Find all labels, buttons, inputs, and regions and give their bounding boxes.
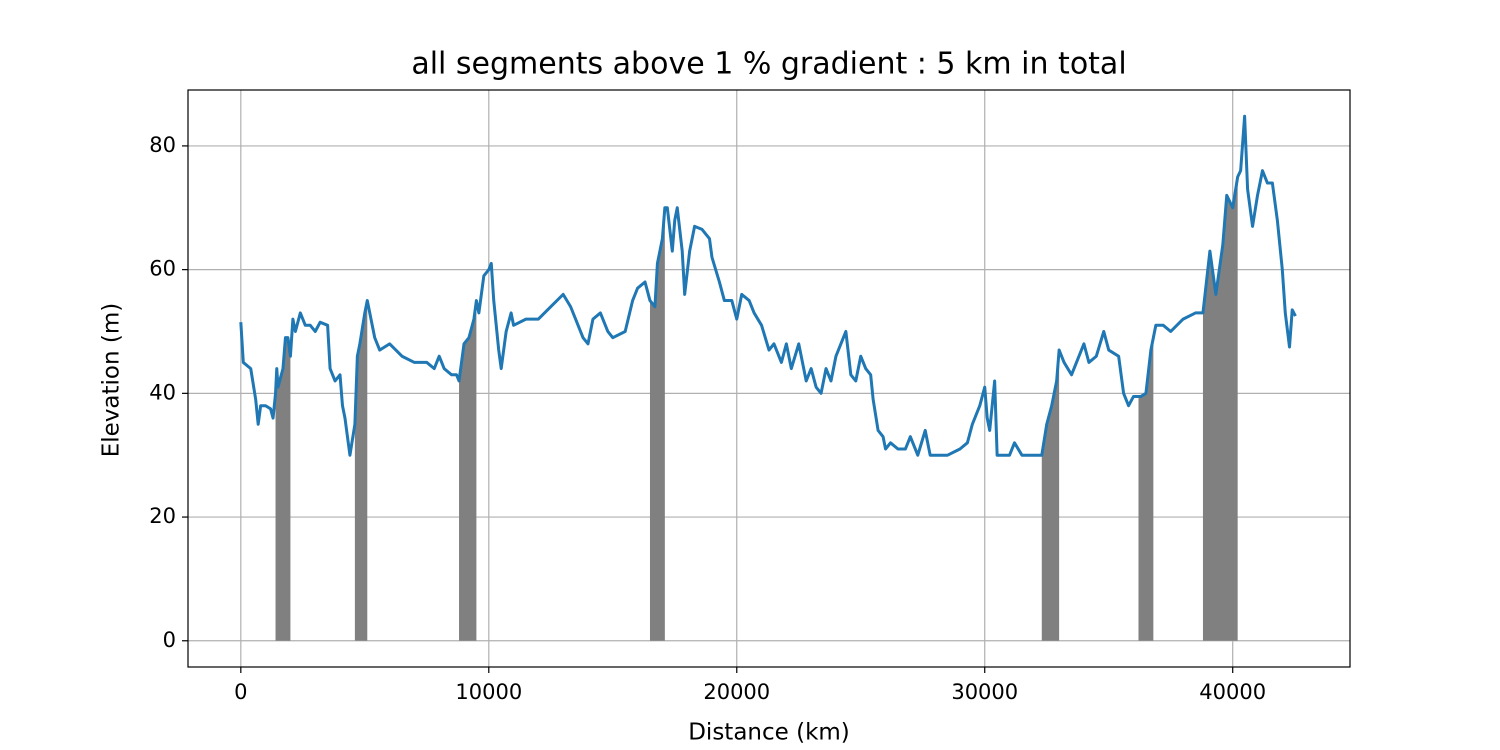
x-tick-label: 20000	[703, 680, 770, 704]
y-tick-label: 40	[149, 380, 176, 404]
gradient-segment	[1041, 350, 1060, 641]
elevation-line	[239, 114, 1297, 457]
y-axis-label: Elevation (m)	[99, 303, 125, 458]
x-tick-label: 10000	[455, 680, 522, 704]
gradient-segment	[275, 337, 291, 641]
gradient-segment	[1202, 176, 1238, 641]
y-tick-label: 60	[149, 257, 176, 281]
y-tick-label: 80	[149, 133, 176, 157]
y-tick-label: 0	[163, 628, 176, 652]
x-tick-label: 40000	[1199, 680, 1266, 704]
y-tick-label: 20	[149, 504, 176, 528]
x-axis-label: Distance (km)	[688, 720, 850, 746]
gradient-segment	[649, 207, 665, 641]
gradient-segment	[354, 300, 368, 641]
chart-title: all segments above 1 % gradient : 5 km i…	[411, 47, 1126, 82]
gradient-segment	[1138, 337, 1154, 641]
plot-frame	[187, 89, 1351, 668]
x-tick-label: 0	[234, 680, 247, 704]
gradient-segment	[459, 300, 477, 641]
x-tick-label: 30000	[951, 680, 1018, 704]
